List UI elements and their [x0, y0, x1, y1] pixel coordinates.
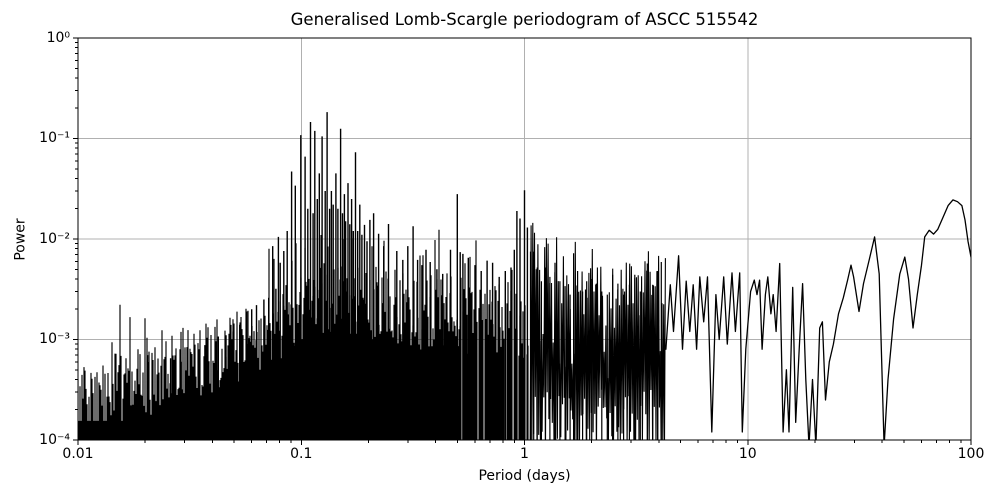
y-tick-label-10⁻¹: 10⁻¹: [39, 130, 70, 146]
sparse-spike-peaks: [533, 251, 662, 440]
major-peak-spikes: [146, 112, 532, 440]
x-tick-label-0.01: 0.01: [62, 446, 94, 462]
smooth-tail-line: [665, 199, 971, 440]
sparse-spike-zigzag: [529, 222, 666, 440]
y-tick-label-10⁻³: 10⁻³: [39, 331, 70, 347]
major-ticks: [73, 37, 972, 445]
y-tick-label-10⁻⁴: 10⁻⁴: [39, 431, 70, 448]
dense-noise-fill: [78, 229, 529, 440]
x-tick-label-100: 100: [957, 446, 985, 462]
y-tick-label-10⁰: 10⁰: [46, 29, 70, 46]
x-tick-label-10: 10: [738, 446, 757, 462]
data-layer: [78, 112, 971, 440]
x-tick-label-0.1: 0.1: [290, 446, 313, 462]
x-axis-label: Period (days): [478, 468, 571, 484]
x-tick-label-1: 1: [520, 446, 529, 462]
y-tick-label-10⁻²: 10⁻²: [39, 230, 70, 247]
chart-title: Generalised Lomb-Scargle periodogram of …: [290, 10, 759, 29]
minor-ticks: [75, 42, 962, 443]
